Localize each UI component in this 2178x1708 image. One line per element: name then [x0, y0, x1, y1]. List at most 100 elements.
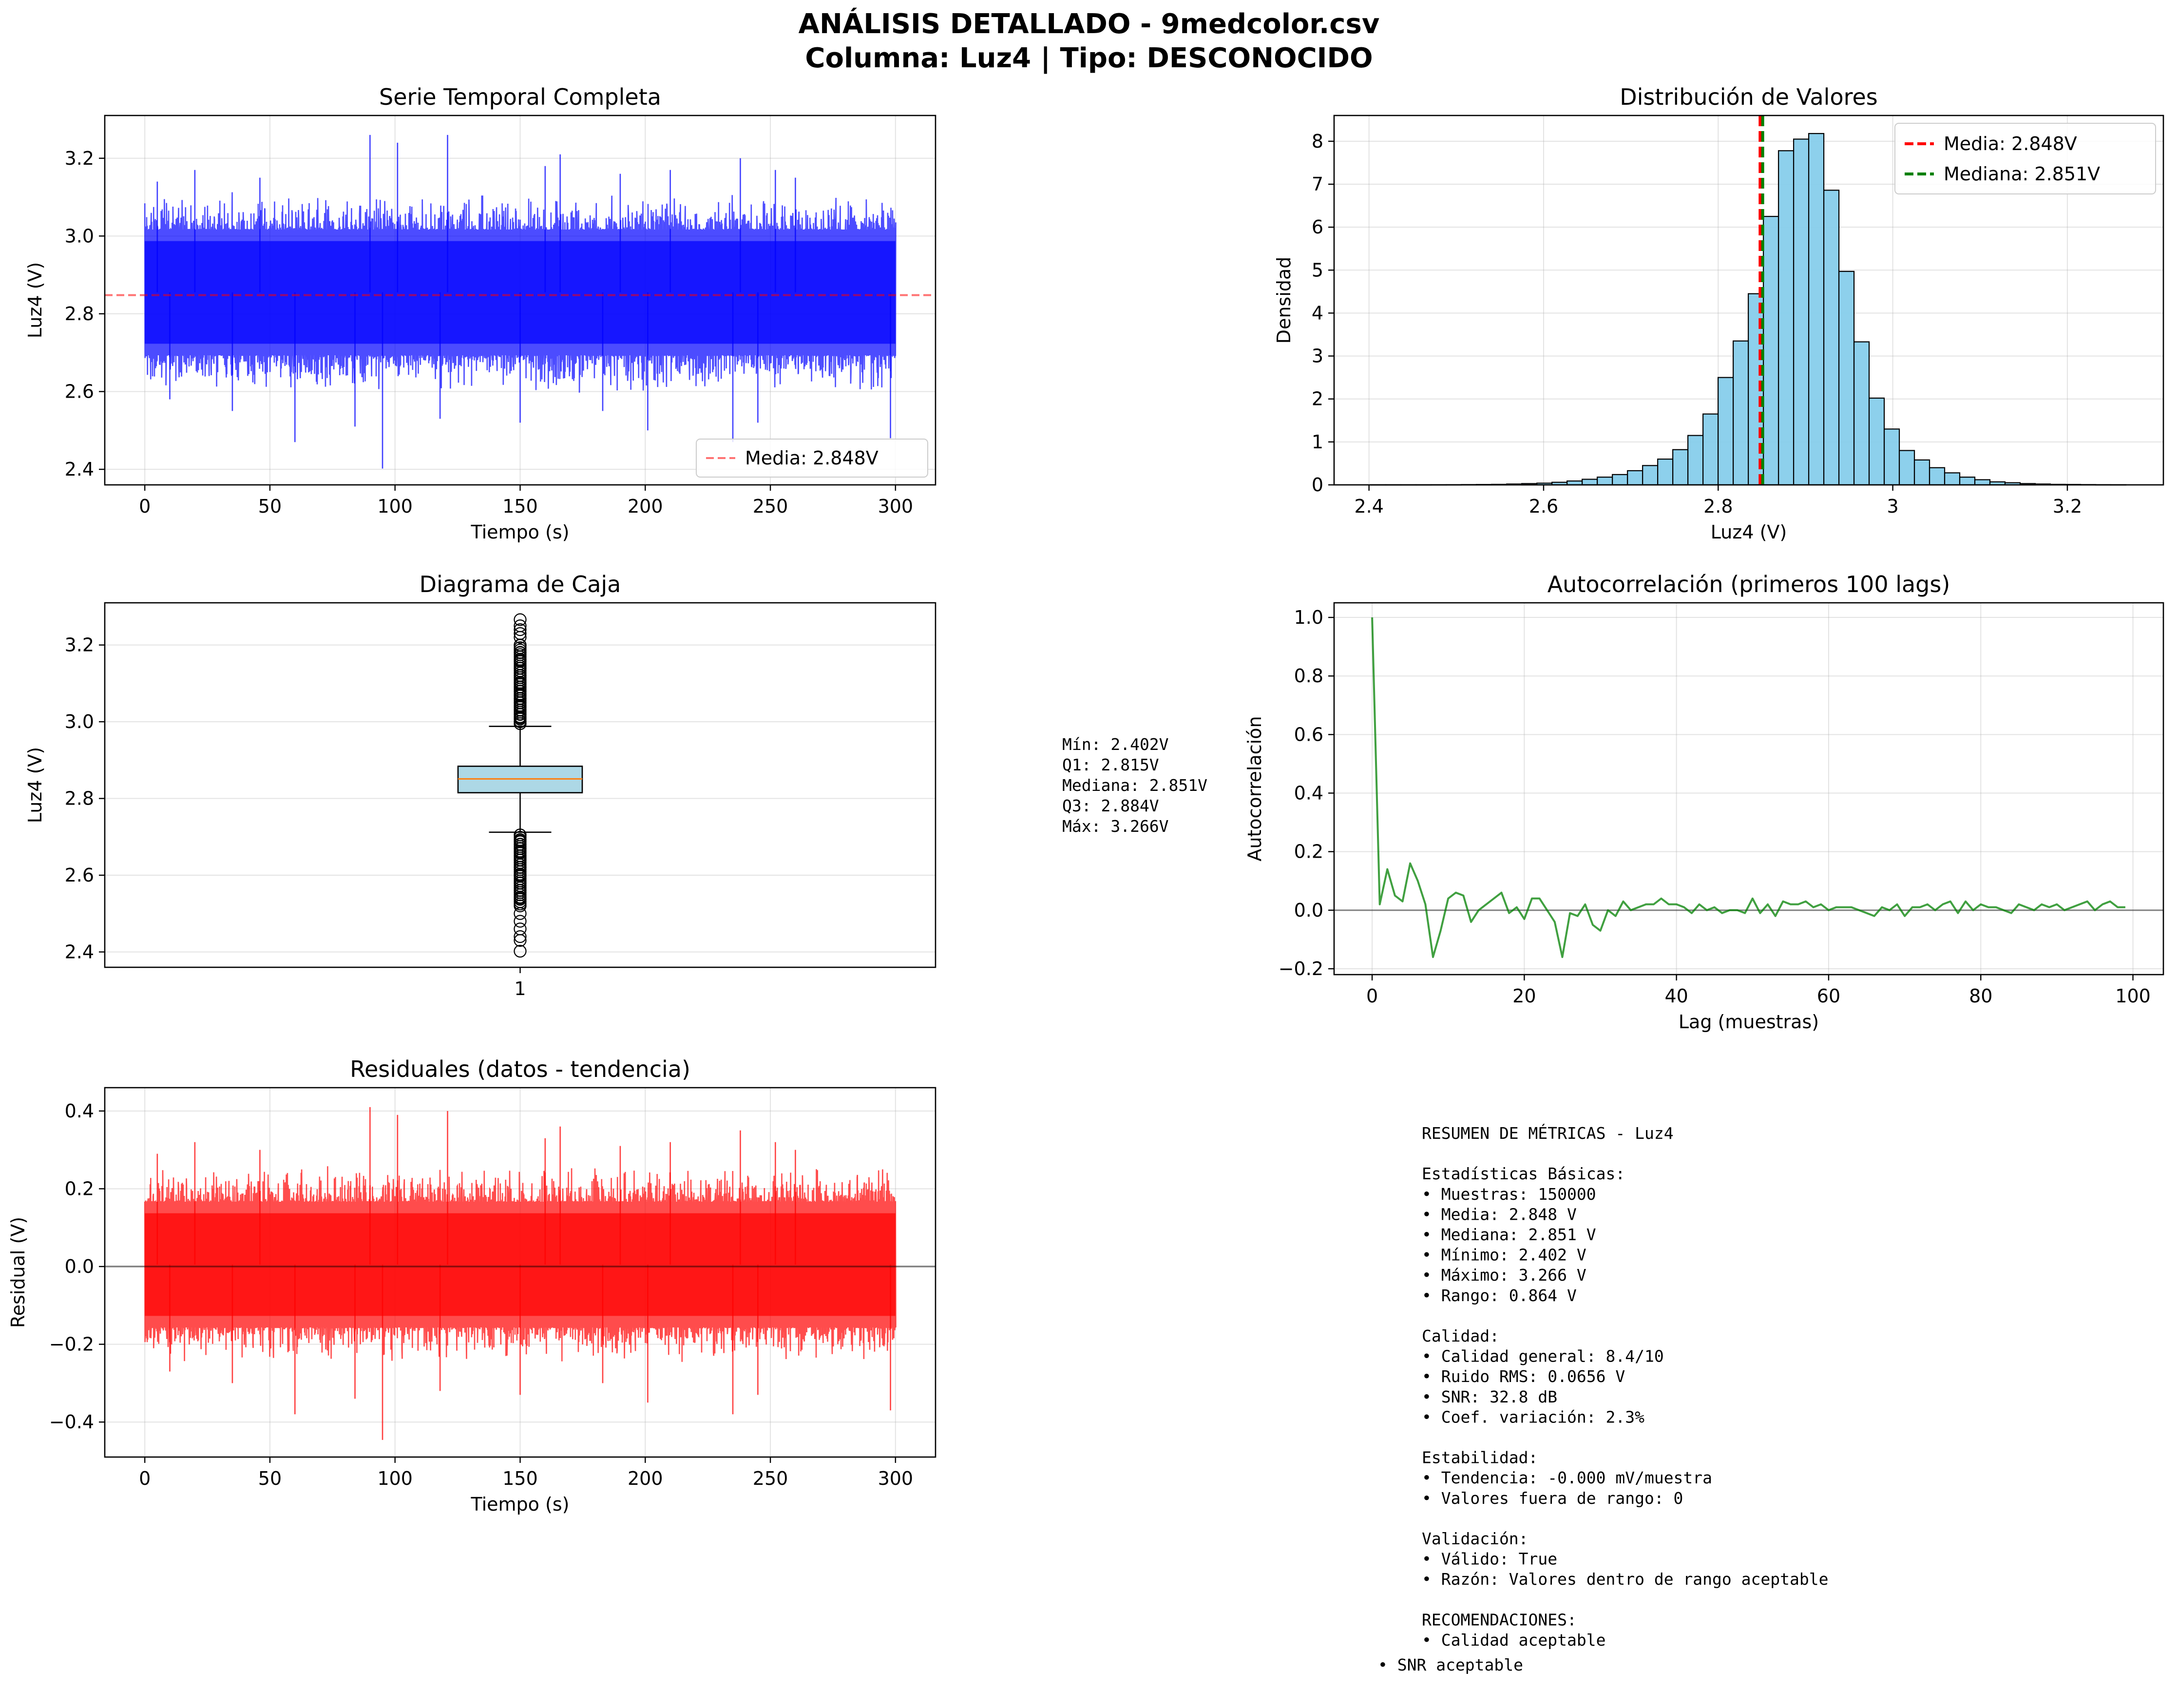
x-tick-label: 2.8	[1703, 496, 1733, 517]
box-stat-max: Máx: 3.266V	[1062, 817, 1169, 836]
y-axis-label: Densidad	[1273, 257, 1295, 344]
y-tick-label: 0.8	[1294, 665, 1323, 687]
y-tick-label: 3.0	[65, 225, 94, 247]
summary-line: Estadísticas Básicas:	[1422, 1164, 1625, 1183]
x-tick-label: 0	[139, 496, 151, 517]
y-tick-label: 3	[1312, 345, 1323, 367]
y-tick-label: 0.4	[65, 1100, 94, 1122]
legend-label: Media: 2.848V	[745, 447, 879, 469]
box-stat-min: Mín: 2.402V	[1062, 735, 1169, 754]
y-axis-label: Residual (V)	[7, 1217, 29, 1328]
outlier	[514, 884, 527, 897]
y-tick-label: 0.0	[1294, 900, 1323, 921]
y-tick-label: 0.4	[1294, 783, 1323, 804]
histogram-bar	[1582, 479, 1598, 486]
outlier	[514, 623, 527, 636]
outlier	[514, 899, 527, 913]
y-tick-label: 4	[1312, 302, 1323, 324]
y-tick-label: 8	[1312, 131, 1323, 152]
histogram-bar	[1702, 413, 1719, 486]
summary-line: • Ruido RMS: 0.0656 V	[1422, 1367, 1625, 1386]
x-axis-label: Luz4 (V)	[1711, 521, 1787, 543]
box-stats-text: Mín: 2.402V Q1: 2.815V Mediana: 2.851V Q…	[1062, 735, 1207, 836]
x-tick-label: 20	[1512, 985, 1536, 1007]
histogram-bar	[1718, 377, 1734, 486]
x-tick-label: 200	[628, 1468, 663, 1489]
residuals-panel: 0 50 100 150 200 250 300 −0.4 −0.2 0.0 0.2 0.4 Resid…	[7, 1056, 936, 1515]
histogram-bar	[1777, 150, 1795, 486]
x-tick-label: 2.4	[1354, 496, 1383, 517]
y-tick-label: 3.2	[65, 634, 94, 656]
x-tick-label: 3.2	[2053, 496, 2082, 517]
outlier	[514, 876, 527, 889]
y-tick-label: 0.6	[1294, 724, 1323, 745]
x-tick-label: 50	[258, 496, 282, 517]
x-axis-label: Lag (muestras)	[1679, 1011, 1819, 1033]
outlier	[514, 915, 527, 928]
y-axis-label: Luz4 (V)	[24, 747, 46, 823]
summary-line: Calidad:	[1422, 1326, 1499, 1345]
y-tick-label: 0.2	[65, 1178, 94, 1199]
box-stat-q1: Q1: 2.815V	[1062, 755, 1159, 774]
x-axis-label: Tiempo (s)	[471, 1494, 570, 1515]
y-tick-label: 2.8	[65, 303, 94, 325]
y-tick-label: 3.0	[65, 711, 94, 732]
y-tick-label: 2	[1312, 388, 1323, 410]
x-tick-label: 80	[1969, 985, 1992, 1007]
boxplot-panel: 2.4 2.6 2.8 3.0 3.2 1 Diagrama de Caja Luz4 (V)	[24, 571, 936, 999]
y-tick-label: 1.0	[1294, 607, 1323, 628]
histogram-bar	[1823, 190, 1840, 486]
metrics-summary: RESUMEN DE MÉTRICAS - Luz4 Estadísticas B…	[1422, 1123, 1828, 1650]
outlier	[514, 684, 527, 698]
x-tick-label: 250	[753, 496, 788, 517]
summary-line: Estabilidad:	[1422, 1448, 1538, 1467]
autocorrelation-panel: 0 20 40 60 80 100 −0.2 0.0 0.2 0.4 0.6 0.8 1.0 Autoco…	[1244, 571, 2164, 1033]
histogram-bar	[1687, 435, 1704, 486]
outlier	[514, 828, 527, 842]
chart-title: Autocorrelación (primeros 100 lags)	[1548, 571, 1950, 597]
y-tick-label: 0.0	[65, 1256, 94, 1277]
legend	[1894, 123, 2156, 194]
x-tick-label: 60	[1817, 985, 1840, 1007]
y-tick-label: 2.8	[65, 788, 94, 809]
summary-line: • Rango: 0.864 V	[1422, 1286, 1577, 1305]
outlier	[514, 861, 527, 874]
legend-label: Mediana: 2.851V	[1944, 163, 2100, 185]
y-tick-label: 1	[1312, 431, 1323, 453]
histogram-bar	[1913, 459, 1930, 486]
x-tick-label: 2.6	[1529, 496, 1558, 517]
summary-line: Validación:	[1422, 1529, 1528, 1548]
histogram-bar	[1612, 474, 1628, 486]
x-tick-label: 250	[753, 1468, 788, 1489]
summary-line: • Válido: True	[1422, 1550, 1557, 1569]
x-tick-label: 300	[878, 496, 914, 517]
summary-line: • Media: 2.848 V	[1422, 1205, 1577, 1224]
x-tick-label: 100	[2115, 985, 2151, 1007]
x-tick-label: 3	[1887, 496, 1899, 517]
outlier	[514, 892, 527, 905]
outlier	[514, 677, 527, 690]
box-stat-median: Mediana: 2.851V	[1062, 776, 1207, 795]
histogram-bar	[1672, 449, 1689, 486]
histogram-bar	[1853, 341, 1870, 486]
histogram-bar	[1762, 216, 1779, 486]
chart-title: Serie Temporal Completa	[379, 84, 661, 110]
box-stat-q3: Q3: 2.884V	[1062, 796, 1159, 815]
summary-line: • Mínimo: 2.402 V	[1422, 1246, 1586, 1265]
histogram-bar	[1627, 470, 1643, 486]
summary-line: • SNR: 32.8 dB	[1422, 1387, 1557, 1406]
legend-label: Media: 2.848V	[1944, 133, 2077, 154]
x-tick-label: 150	[502, 496, 538, 517]
histogram-bar	[1793, 138, 1810, 486]
outlier	[514, 661, 527, 674]
x-tick-label: 0	[139, 1468, 151, 1489]
outlier	[514, 654, 527, 667]
axes-frame	[1333, 115, 2164, 486]
outlier	[514, 613, 527, 626]
figure-title-line1: ANÁLISIS DETALLADO - 9medcolor.csv	[799, 8, 1380, 40]
histogram-bar	[1642, 465, 1659, 486]
outlier	[514, 868, 527, 882]
y-tick-label: 2.4	[65, 941, 94, 963]
y-tick-label: 5	[1312, 259, 1323, 281]
